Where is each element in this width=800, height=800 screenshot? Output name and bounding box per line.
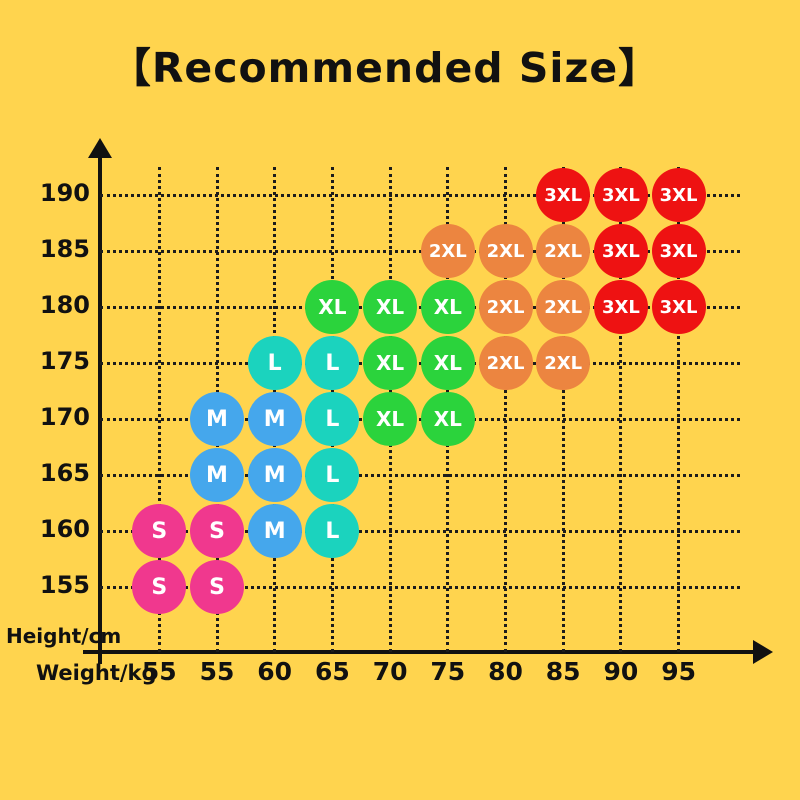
- size-dot-l: L: [305, 336, 360, 390]
- size-dot-3xl: 3XL: [593, 280, 648, 334]
- size-dot-m: M: [247, 504, 302, 558]
- chart-title: 【Recommended Size】: [109, 44, 661, 92]
- size-dot-2xl: 2XL: [536, 224, 591, 278]
- size-dot-3xl: 3XL: [651, 168, 706, 222]
- size-dot-m: M: [247, 392, 302, 446]
- y-tick-label: 165: [39, 459, 90, 487]
- size-dot-2xl: 2XL: [420, 224, 475, 278]
- x-axis-line: [83, 650, 755, 654]
- size-dot-xl: XL: [363, 336, 418, 390]
- h-gridline: [100, 529, 740, 533]
- h-gridline: [100, 249, 740, 253]
- size-dot-xl: XL: [363, 392, 418, 446]
- x-tick-label: 70: [372, 657, 408, 686]
- y-tick-label: 190: [39, 179, 90, 207]
- size-dot-s: S: [190, 504, 244, 558]
- v-gridline: [504, 167, 507, 652]
- v-gridline: [157, 167, 161, 652]
- x-tick-label: 80: [488, 657, 523, 686]
- size-dot-s: S: [190, 560, 244, 614]
- h-gridline: [100, 193, 740, 197]
- x-tick-label: 55: [199, 657, 235, 686]
- size-dot-xl: XL: [420, 392, 475, 446]
- size-dot-xl: XL: [363, 280, 418, 334]
- y-tick-label: 175: [39, 347, 90, 375]
- y-tick-label: 170: [39, 403, 90, 431]
- v-gridline: [619, 167, 623, 652]
- size-dot-3xl: 3XL: [651, 224, 706, 278]
- size-dot-l: L: [247, 336, 302, 390]
- size-dot-3xl: 3XL: [593, 168, 648, 222]
- x-tick-label: 85: [545, 657, 581, 686]
- size-dot-m: M: [190, 448, 244, 502]
- size-dot-xl: XL: [420, 280, 475, 334]
- x-tick-label: 75: [430, 657, 466, 686]
- x-tick-label: 55: [141, 657, 177, 686]
- size-dot-3xl: 3XL: [593, 224, 648, 278]
- v-gridline: [677, 167, 681, 652]
- size-dot-m: M: [247, 448, 302, 502]
- size-dot-2xl: 2XL: [536, 280, 591, 334]
- h-gridline: [100, 361, 740, 365]
- size-dot-l: L: [305, 448, 360, 502]
- y-tick-label: 185: [39, 235, 90, 263]
- size-dot-2xl: 2XL: [478, 280, 533, 334]
- y-tick-label: 180: [39, 291, 90, 319]
- size-dot-3xl: 3XL: [651, 280, 706, 334]
- size-dot-xl: XL: [305, 280, 360, 334]
- size-dot-s: S: [132, 504, 187, 558]
- size-dot-l: L: [305, 392, 360, 446]
- size-dot-2xl: 2XL: [478, 336, 533, 390]
- size-dot-2xl: 2XL: [478, 224, 533, 278]
- y-tick-label: 155: [39, 571, 90, 599]
- size-dot-xl: XL: [420, 336, 475, 390]
- x-tick-label: 90: [603, 657, 639, 686]
- x-axis-arrow-icon: [753, 640, 773, 664]
- size-dot-s: S: [132, 560, 187, 614]
- y-axis-arrow-icon: [88, 138, 112, 158]
- size-dot-3xl: 3XL: [536, 168, 591, 222]
- x-tick-label: 95: [661, 657, 696, 686]
- x-tick-label: 60: [257, 657, 293, 686]
- v-gridline: [561, 167, 565, 652]
- h-gridline: [100, 585, 740, 589]
- h-gridline: [100, 473, 740, 477]
- y-axis-line: [98, 153, 102, 664]
- y-tick-label: 160: [39, 515, 90, 543]
- h-gridline: [100, 417, 740, 421]
- x-axis-label: Weight/kg: [36, 661, 157, 685]
- h-gridline: [100, 305, 740, 309]
- x-tick-label: 65: [314, 657, 350, 686]
- size-dot-m: M: [190, 392, 244, 446]
- y-axis-label: Height/cm: [6, 624, 122, 648]
- size-dot-2xl: 2XL: [536, 336, 591, 390]
- size-dot-l: L: [305, 504, 360, 558]
